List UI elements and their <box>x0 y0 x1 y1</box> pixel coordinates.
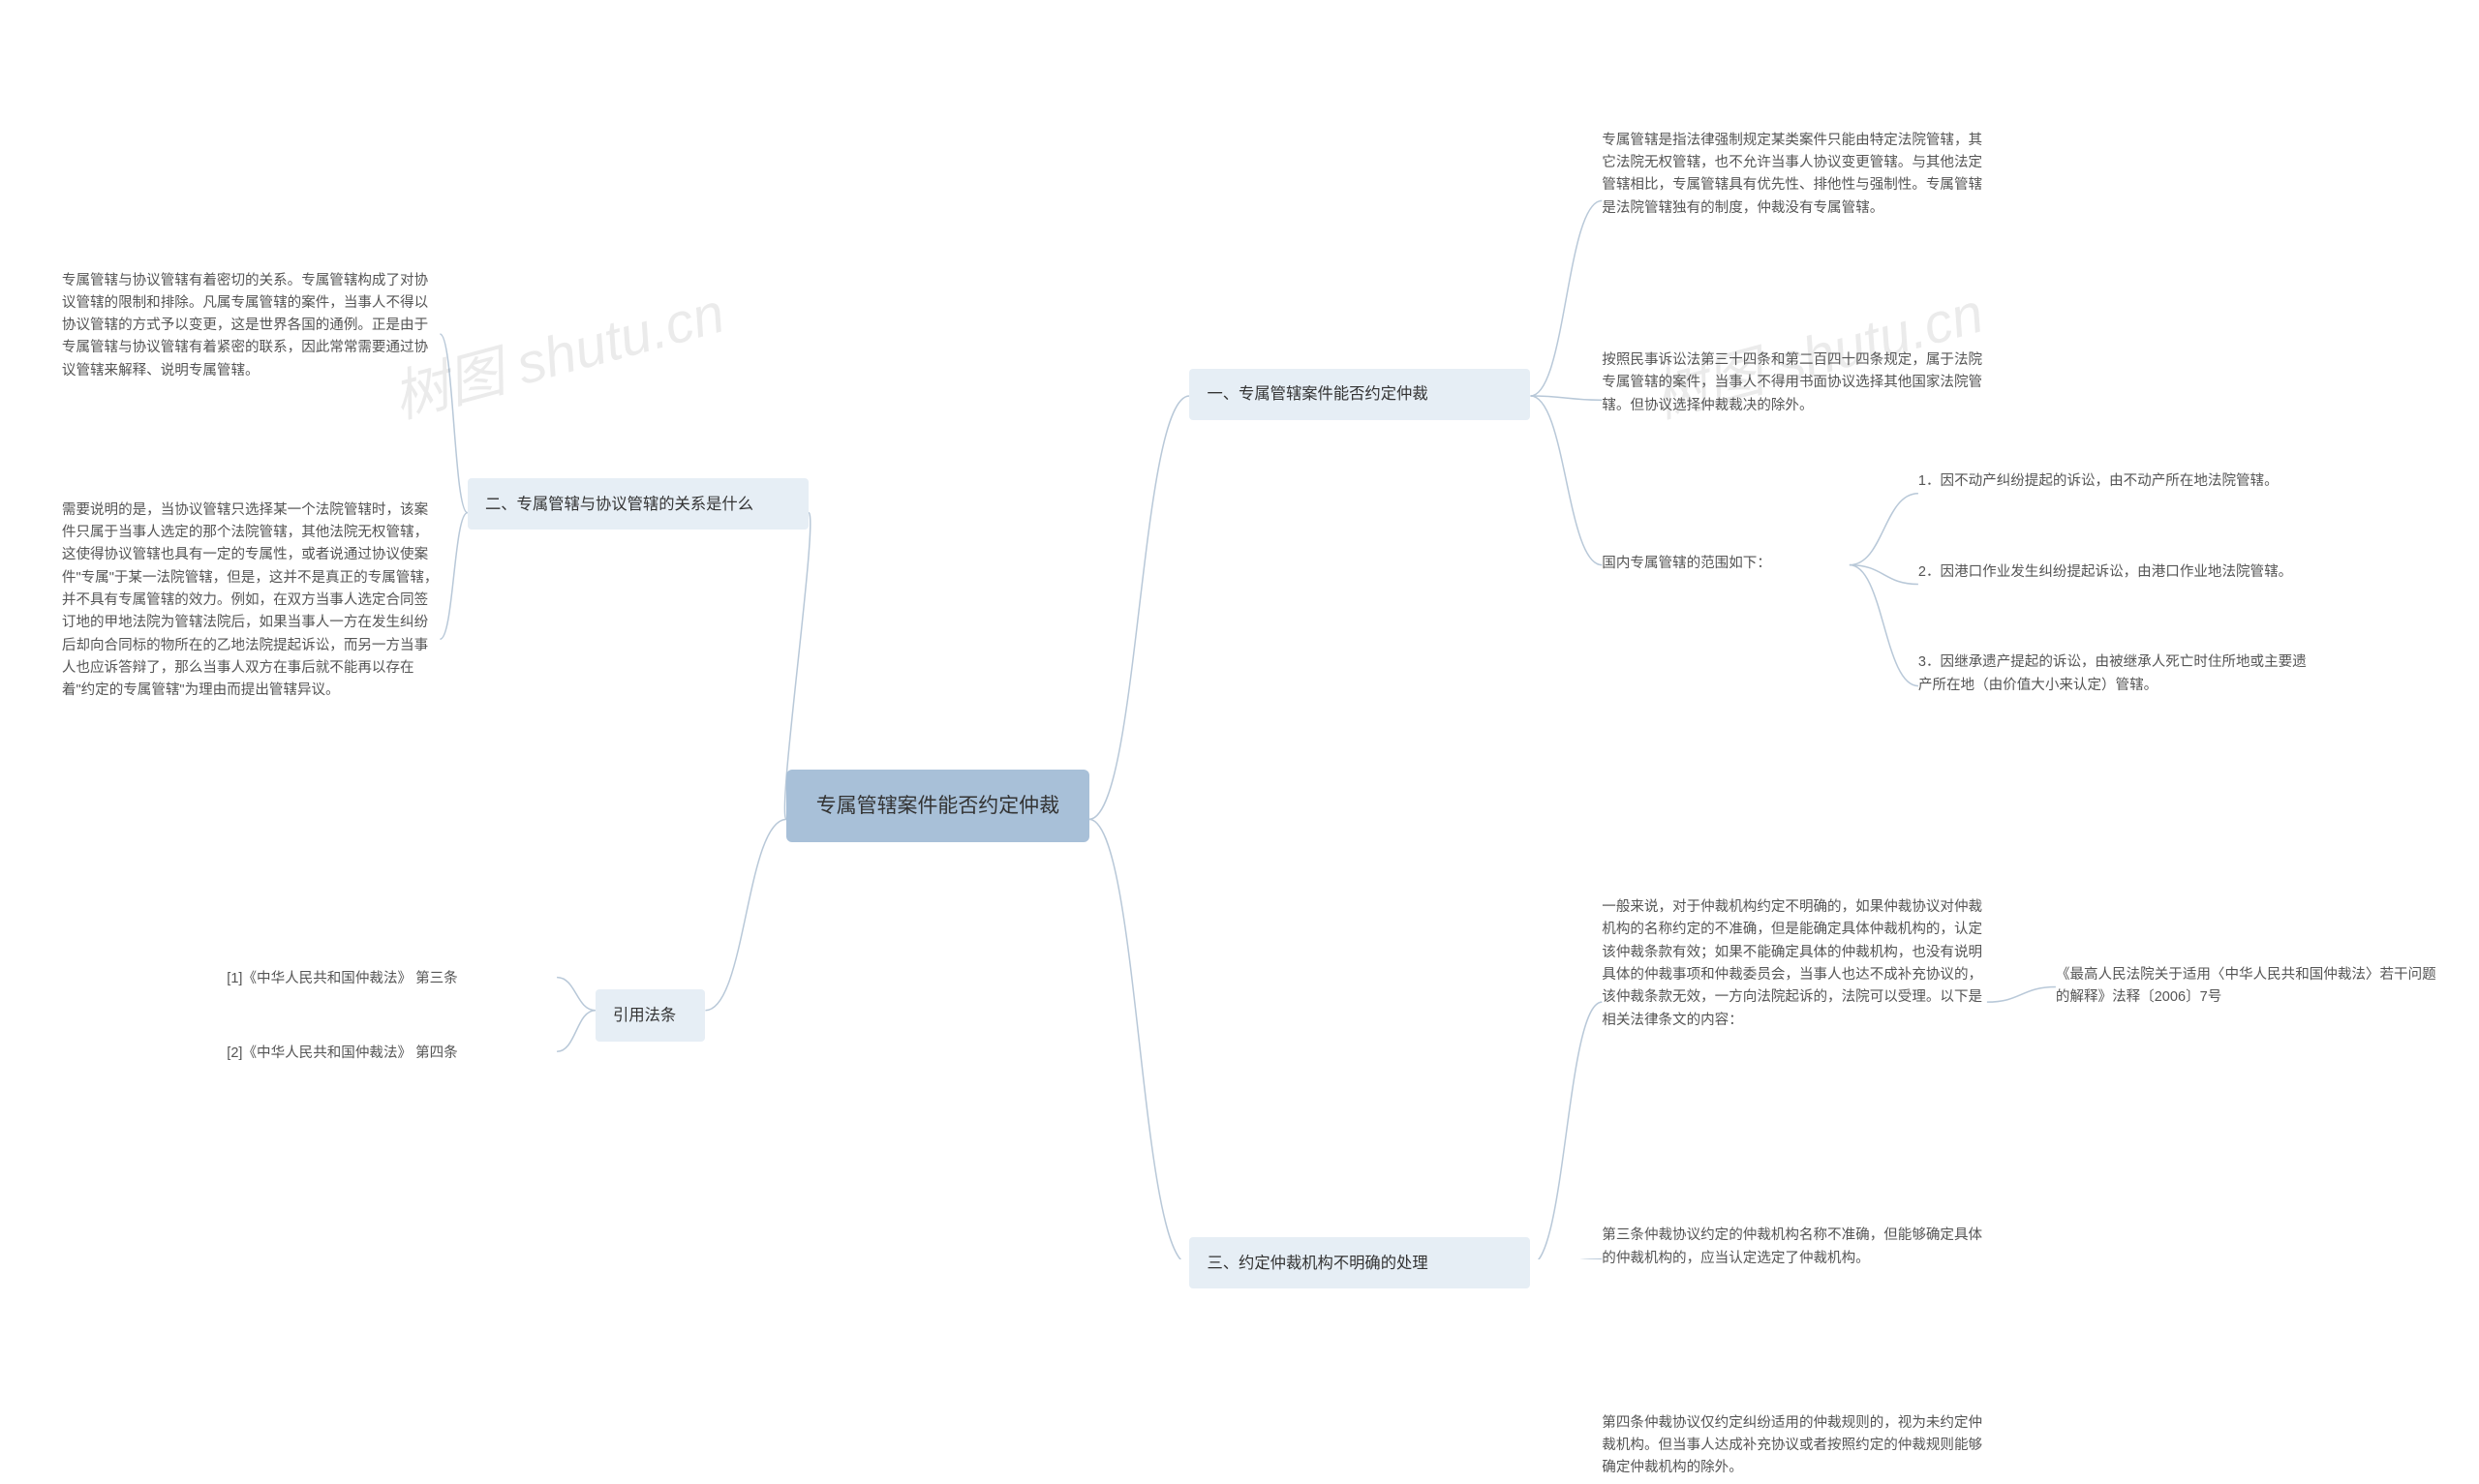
leaf-r2-2: 第四条仲裁协议仅约定纠纷适用的仲裁规则的，视为未约定仲裁机构。但当事人达成补充协… <box>1602 1408 1987 1484</box>
branch-l2: 引用法条 <box>596 989 706 1041</box>
leaf-l2-1: [2]《中华人民共和国仲裁法》 第四条 <box>227 1038 557 1069</box>
root-node: 专属管辖案件能否约定仲裁 <box>786 770 1088 841</box>
leaf-r1-2-0: 1．因不动产纠纷提起的诉讼，由不动产所在地法院管辖。 <box>1918 466 2317 497</box>
branch-r2: 三、约定仲裁机构不明确的处理 <box>1189 1237 1530 1288</box>
leaf-l2-0: [1]《中华人民共和国仲裁法》 第三条 <box>227 963 557 994</box>
leaf-r2-0: 一般来说，对于仲裁机构约定不明确的，如果仲裁协议对仲裁机构的名称约定的不准确，但… <box>1602 893 1987 1037</box>
leaf-r1-2-1: 2．因港口作业发生纠纷提起诉讼，由港口作业地法院管辖。 <box>1918 557 2317 588</box>
leaf-r1-1: 按照民事诉讼法第三十四条和第二百四十四条规定，属于法院专属管辖的案件，当事人不得… <box>1602 345 1987 421</box>
leaf-r2-0-right: 《最高人民法院关于适用〈中华人民共和国仲裁法〉若干问题的解释》法释〔2006〕7… <box>2056 959 2441 1014</box>
branch-r1: 一、专属管辖案件能否约定仲裁 <box>1189 369 1530 420</box>
leaf-r1-2: 国内专属管辖的范围如下： <box>1602 549 1850 580</box>
leaf-l1-0: 专属管辖与协议管辖有着密切的关系。专属管辖构成了对协议管辖的限制和排除。凡属专属… <box>62 265 441 387</box>
leaf-r1-2-2: 3．因继承遗产提起的诉讼，由被继承人死亡时住所地或主要遗产所在地（由价值大小来认… <box>1918 648 2317 702</box>
leaf-l1-1: 需要说明的是，当协议管辖只选择某一个法院管辖时，该案件只属于当事人选定的那个法院… <box>62 495 441 707</box>
leaf-r1-0: 专属管辖是指法律强制规定某类案件只能由特定法院管辖，其它法院无权管辖，也不允许当… <box>1602 125 1987 224</box>
leaf-r2-1: 第三条仲裁协议约定的仲裁机构名称不准确，但能够确定具体的仲裁机构的，应当认定选定… <box>1602 1221 1987 1275</box>
branch-l1: 二、专属管辖与协议管辖的关系是什么 <box>468 478 809 530</box>
